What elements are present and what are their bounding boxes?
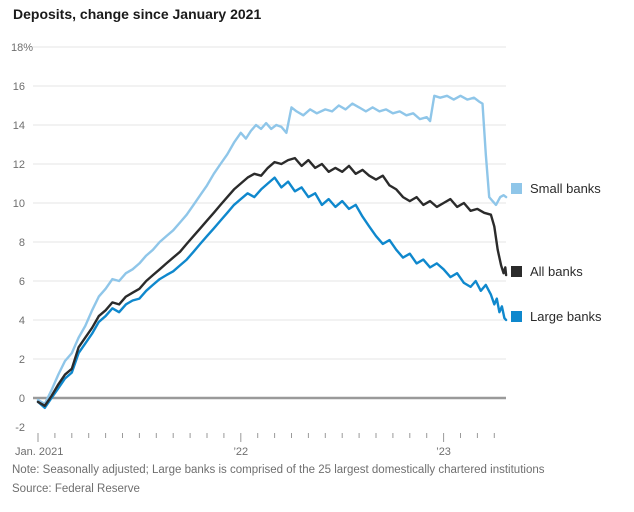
deposits-line-chart: -2 0 2 4 6 8 10 12 14 16 18% Jan. 2021 ’22 ’23 — [11, 42, 508, 458]
legend-item-all-banks: All banks — [511, 264, 583, 279]
legend-label-large-banks: Large banks — [530, 309, 602, 324]
series-line-small-banks — [36, 94, 508, 406]
y-axis-label: 18% — [11, 42, 33, 54]
y-axis-label: -2 — [15, 422, 25, 434]
series-line-large-banks — [36, 176, 508, 409]
y-axis-label: 12 — [13, 159, 25, 171]
note-text: Note: Seasonally adjusted; Large banks i… — [12, 464, 545, 476]
legend-swatch-small-banks — [511, 183, 522, 194]
legend-swatch-all-banks — [511, 266, 522, 277]
x-axis-label: ’23 — [436, 446, 451, 458]
legend-item-small-banks: Small banks — [511, 181, 601, 196]
y-gridlines — [33, 46, 506, 400]
source-text: Source: Federal Reserve — [12, 483, 140, 495]
y-axis-label: 0 — [19, 393, 25, 405]
y-axis-label: 10 — [13, 198, 25, 210]
x-axis-ticks — [37, 433, 495, 442]
y-axis-labels: -2 0 2 4 6 8 10 12 14 16 18% — [11, 42, 33, 434]
y-axis-label: 8 — [19, 237, 25, 249]
legend-label-all-banks: All banks — [530, 264, 583, 279]
y-axis-label: 14 — [13, 120, 25, 132]
y-axis-label: 4 — [19, 315, 25, 327]
page-title: Deposits, change since January 2021 — [13, 6, 262, 22]
y-axis-label: 16 — [13, 81, 25, 93]
series-line-all-banks — [36, 156, 508, 407]
x-axis-label: ’22 — [233, 446, 248, 458]
y-axis-label: 6 — [19, 276, 25, 288]
legend-swatch-large-banks — [511, 311, 522, 322]
y-axis-label: 2 — [19, 354, 25, 366]
legend-label-small-banks: Small banks — [530, 181, 601, 196]
x-axis-labels: Jan. 2021 ’22 ’23 — [15, 446, 451, 458]
x-axis-label: Jan. 2021 — [15, 446, 63, 458]
legend-item-large-banks: Large banks — [511, 309, 602, 324]
